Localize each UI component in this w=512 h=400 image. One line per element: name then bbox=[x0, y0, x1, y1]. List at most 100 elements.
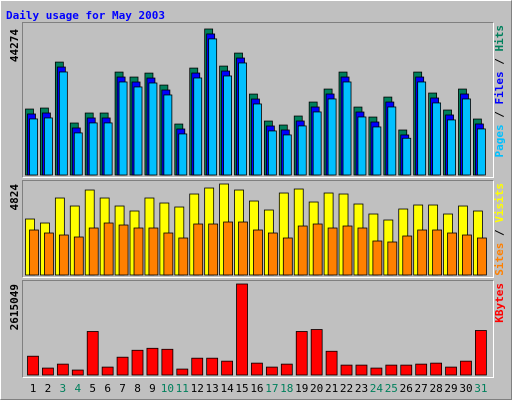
bar bbox=[340, 364, 353, 376]
y-tick-label: 44274 bbox=[8, 29, 21, 62]
bar bbox=[238, 221, 248, 276]
bar bbox=[131, 349, 144, 376]
legend: KBytes bbox=[493, 283, 506, 323]
y-tick-label: 2615049 bbox=[8, 284, 21, 330]
bar bbox=[417, 229, 428, 276]
legend-entry: Hits bbox=[493, 25, 506, 52]
bar bbox=[267, 130, 277, 176]
bar bbox=[327, 98, 337, 176]
bar bbox=[208, 38, 218, 176]
bar bbox=[282, 134, 292, 176]
y-tick-label: 4824 bbox=[8, 184, 21, 211]
bar bbox=[146, 347, 159, 376]
bar bbox=[88, 227, 99, 276]
bar bbox=[44, 117, 53, 176]
bar bbox=[297, 225, 308, 276]
x-tick-label: 30 bbox=[459, 382, 472, 395]
x-tick-label: 8 bbox=[134, 382, 141, 395]
bar bbox=[432, 102, 442, 176]
legend-entry: KBytes bbox=[493, 283, 506, 323]
x-tick-label: 4 bbox=[74, 382, 81, 395]
bar bbox=[282, 237, 293, 276]
bar bbox=[310, 329, 323, 376]
legend: Sites / Visits bbox=[493, 183, 506, 276]
bar bbox=[372, 240, 383, 276]
x-tick-label: 12 bbox=[191, 382, 204, 395]
panel-edge bbox=[22, 280, 494, 378]
x-tick-label: 9 bbox=[149, 382, 156, 395]
bar bbox=[44, 232, 54, 276]
bar bbox=[101, 366, 114, 376]
legend-entry: Pages bbox=[493, 124, 506, 157]
x-tick-label: 16 bbox=[250, 382, 263, 395]
bar bbox=[56, 363, 69, 376]
x-tick-label: 6 bbox=[104, 382, 111, 395]
bar bbox=[402, 235, 413, 276]
x-tick-label: 14 bbox=[220, 382, 234, 395]
bar bbox=[462, 234, 472, 276]
bar bbox=[417, 81, 427, 176]
x-tick-label: 20 bbox=[310, 382, 323, 395]
bar bbox=[191, 357, 204, 376]
x-tick-label: 29 bbox=[444, 382, 457, 395]
bar bbox=[58, 234, 69, 276]
bar bbox=[400, 364, 413, 376]
bar bbox=[29, 118, 38, 176]
bar bbox=[447, 119, 456, 176]
x-tick-label: 27 bbox=[415, 382, 428, 395]
panel-edge bbox=[22, 22, 494, 178]
bar bbox=[86, 331, 99, 376]
bar bbox=[432, 229, 443, 276]
bar bbox=[148, 227, 159, 276]
bar bbox=[430, 362, 443, 376]
bar bbox=[193, 77, 203, 176]
x-tick-label: 25 bbox=[385, 382, 398, 395]
bar bbox=[161, 348, 174, 376]
bar bbox=[295, 331, 308, 376]
bar bbox=[265, 366, 278, 376]
bar bbox=[387, 241, 398, 276]
bar bbox=[476, 237, 487, 276]
x-tick-label: 5 bbox=[89, 382, 96, 395]
bar bbox=[297, 125, 307, 176]
bar bbox=[206, 357, 219, 376]
bar bbox=[27, 355, 39, 376]
bar bbox=[178, 133, 188, 176]
bar bbox=[163, 94, 173, 176]
bar bbox=[445, 366, 457, 376]
bar bbox=[133, 227, 144, 276]
bar bbox=[238, 62, 247, 176]
bar bbox=[133, 86, 143, 176]
panel bbox=[22, 280, 494, 378]
legend-entry: Files bbox=[493, 71, 506, 104]
bar bbox=[148, 82, 158, 176]
bar bbox=[325, 350, 338, 376]
bar bbox=[474, 330, 487, 376]
x-tick-label: 1 bbox=[30, 382, 37, 395]
bar bbox=[178, 237, 189, 276]
bar bbox=[118, 81, 128, 176]
bar bbox=[357, 116, 367, 176]
bar bbox=[370, 367, 383, 376]
bar bbox=[163, 232, 174, 276]
legend-entry: Sites bbox=[493, 243, 506, 276]
bar bbox=[267, 232, 278, 276]
x-tick-label: 7 bbox=[119, 382, 126, 395]
bar bbox=[402, 137, 412, 176]
bar bbox=[355, 364, 368, 376]
x-tick-label: 21 bbox=[325, 382, 338, 395]
legend-separator: / bbox=[493, 105, 506, 125]
bar bbox=[476, 128, 486, 176]
bar bbox=[236, 283, 248, 376]
bar bbox=[357, 227, 368, 276]
bar bbox=[385, 364, 398, 376]
bar bbox=[387, 106, 397, 176]
x-tick-label: 13 bbox=[206, 382, 219, 395]
x-tick-label: 3 bbox=[60, 382, 67, 395]
bar bbox=[251, 362, 263, 376]
bar bbox=[342, 81, 352, 176]
bar bbox=[193, 223, 204, 276]
bar bbox=[415, 363, 428, 376]
